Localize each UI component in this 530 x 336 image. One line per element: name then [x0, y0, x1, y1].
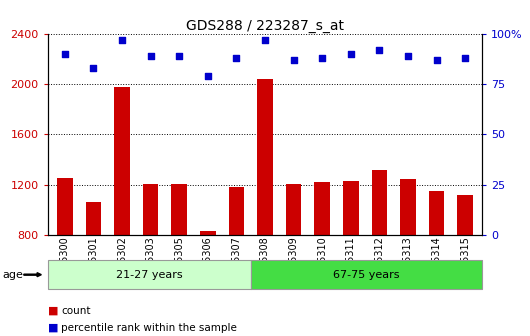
Point — [432, 57, 441, 62]
Point — [60, 51, 69, 56]
Point — [347, 51, 355, 56]
Bar — [457, 195, 473, 336]
Bar — [343, 181, 359, 336]
Point — [404, 53, 412, 58]
Point — [261, 37, 269, 42]
Bar — [143, 184, 158, 336]
Point — [175, 53, 183, 58]
Text: age: age — [3, 270, 23, 280]
Point — [232, 55, 241, 60]
Point — [375, 47, 384, 52]
Point — [89, 65, 98, 71]
Bar — [85, 202, 101, 336]
Point — [461, 55, 470, 60]
Bar — [286, 184, 302, 336]
Bar — [57, 178, 73, 336]
Point — [204, 73, 212, 79]
Bar — [114, 87, 130, 336]
Bar — [171, 184, 187, 336]
Point — [118, 37, 126, 42]
Point — [289, 57, 298, 62]
Bar — [257, 79, 273, 336]
Text: percentile rank within the sample: percentile rank within the sample — [61, 323, 237, 333]
Text: ■: ■ — [48, 323, 58, 333]
Bar — [372, 170, 387, 336]
Bar — [400, 179, 416, 336]
Text: count: count — [61, 306, 91, 316]
Text: 67-75 years: 67-75 years — [333, 270, 400, 280]
Bar — [228, 187, 244, 336]
Bar — [200, 231, 216, 336]
Title: GDS288 / 223287_s_at: GDS288 / 223287_s_at — [186, 18, 344, 33]
Point — [318, 55, 326, 60]
Bar — [314, 182, 330, 336]
Text: 21-27 years: 21-27 years — [116, 270, 182, 280]
Text: ■: ■ — [48, 306, 58, 316]
Bar — [429, 191, 445, 336]
Point — [146, 53, 155, 58]
